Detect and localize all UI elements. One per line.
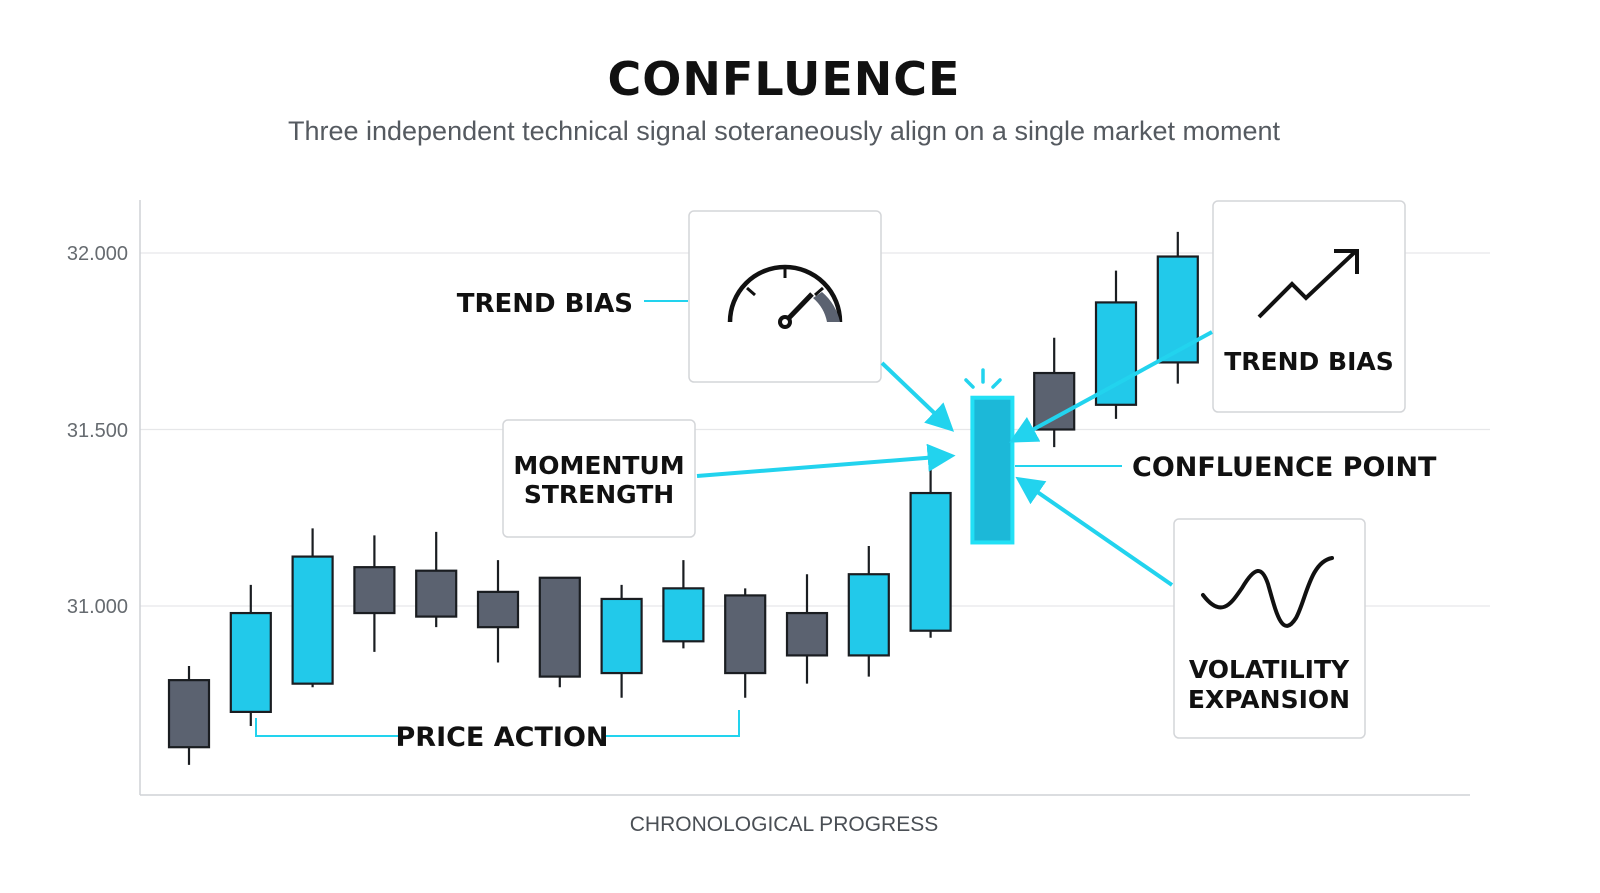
price-action-bracket: PRICE ACTION [255, 710, 740, 753]
bracket-left-line [255, 718, 398, 737]
sparkle-icon [964, 368, 1002, 389]
confluence-candle [970, 395, 1015, 545]
candle-body [538, 576, 581, 678]
candle-body [229, 611, 272, 713]
candle [847, 545, 890, 677]
candle [353, 535, 396, 652]
candle-body [600, 597, 643, 675]
y-tick-labels: 32.000 31.500 31.000 [67, 243, 128, 618]
candle-body [415, 569, 458, 618]
candle-body [662, 587, 705, 643]
trend-bias-callout-left: TREND BIAS [457, 210, 955, 432]
momentum-label-line1: MOMENTUM [513, 451, 684, 480]
candle [415, 531, 458, 628]
candle-body [167, 679, 211, 749]
candle [909, 468, 952, 638]
candle [538, 576, 581, 688]
confluence-point-label: CONFLUENCE POINT [1132, 452, 1437, 483]
trend-bias-right-arrow [1009, 330, 1213, 443]
bracket-right-line [606, 710, 740, 737]
candle-body [353, 566, 396, 615]
y-tick-label: 32.000 [67, 243, 128, 265]
candles [167, 231, 1199, 765]
chart-subtitle: Three independent technical signal soter… [287, 116, 1281, 146]
momentum-callout: MOMENTUM STRENGTH [502, 419, 956, 538]
volatility-card [1173, 518, 1366, 739]
y-tick-label: 31.500 [67, 420, 128, 442]
trend-bias-left-label: TREND BIAS [457, 289, 633, 319]
candle-body [1033, 371, 1076, 431]
momentum-arrow [696, 443, 956, 478]
candle [724, 588, 767, 698]
trend-bias-callout-right: TREND BIAS [1009, 200, 1406, 443]
x-axis-label: CHRONOLOGICAL PROGRESS [630, 813, 938, 836]
candle [1156, 231, 1199, 384]
volatility-callout: VOLATILITY EXPANSION [1015, 476, 1366, 739]
volatility-label-line2: EXPANSION [1188, 685, 1350, 714]
candle-body [1094, 301, 1138, 406]
candle-body [1156, 255, 1199, 364]
candle-body [847, 573, 890, 657]
wave-icon [1201, 556, 1334, 628]
momentum-label-line2: STRENGTH [524, 480, 674, 509]
price-action-label: PRICE ACTION [395, 722, 608, 753]
candle [600, 584, 643, 698]
speedometer-icon [727, 264, 843, 329]
candle [785, 574, 829, 684]
candle-body [909, 491, 952, 632]
candle-body [476, 590, 520, 629]
candle [229, 584, 272, 727]
candle [291, 528, 334, 688]
candle [1094, 270, 1138, 419]
momentum-card [502, 419, 696, 538]
trend-arrow-card [1212, 200, 1406, 413]
candle-body [785, 611, 829, 657]
speedometer-card [688, 210, 882, 383]
volatility-arrow [1015, 476, 1174, 587]
candle-body [724, 594, 767, 675]
candle [167, 666, 211, 765]
trend-bias-arrow [880, 361, 955, 432]
volatility-label-line1: VOLATILITY [1189, 655, 1350, 684]
candle [662, 560, 705, 649]
trend-up-arrow-icon [1257, 249, 1359, 319]
y-tick-label: 31.000 [67, 596, 128, 618]
confluence-point-callout: CONFLUENCE POINT [964, 368, 1437, 483]
trend-bias-right-label: TREND BIAS [1224, 347, 1393, 376]
candle-body [291, 555, 334, 685]
candle [1033, 337, 1076, 448]
candle [476, 560, 520, 663]
chart-title: CONFLUENCE [607, 52, 961, 106]
candle-body [970, 395, 1015, 545]
